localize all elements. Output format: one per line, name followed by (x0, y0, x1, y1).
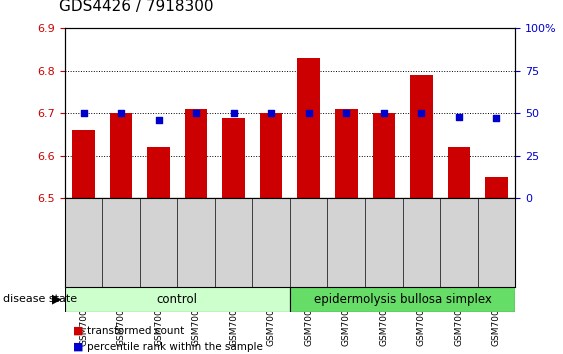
Bar (185, 109, 207, 198)
Bar (410, 75, 432, 198)
Bar (72, 130, 95, 198)
Point (117, 110, 126, 116)
Text: control: control (157, 293, 198, 306)
Text: percentile rank within the sample: percentile rank within the sample (87, 342, 263, 352)
Point (229, 110, 238, 116)
Bar (448, 147, 470, 198)
Point (191, 110, 200, 116)
Point (267, 110, 276, 116)
Point (417, 110, 426, 116)
Point (79, 110, 88, 116)
Bar (297, 58, 320, 198)
Bar (485, 177, 508, 198)
Text: disease state: disease state (3, 294, 77, 304)
Bar (373, 113, 395, 198)
Point (342, 110, 351, 116)
Bar (148, 147, 170, 198)
Bar (290, 287, 515, 312)
Text: ■: ■ (73, 326, 84, 336)
Text: transformed count: transformed count (87, 326, 185, 336)
Text: GDS4426 / 7918300: GDS4426 / 7918300 (59, 0, 213, 14)
Bar (110, 113, 132, 198)
Text: epidermolysis bullosa simplex: epidermolysis bullosa simplex (314, 293, 491, 306)
Bar (260, 113, 283, 198)
Text: ■: ■ (73, 342, 84, 352)
Point (492, 115, 501, 121)
Bar (335, 109, 358, 198)
Text: ▶: ▶ (51, 293, 61, 306)
Point (154, 117, 163, 123)
Point (379, 110, 388, 116)
Point (304, 110, 313, 116)
Bar (65, 287, 290, 312)
Bar (222, 118, 245, 198)
Point (454, 114, 463, 120)
